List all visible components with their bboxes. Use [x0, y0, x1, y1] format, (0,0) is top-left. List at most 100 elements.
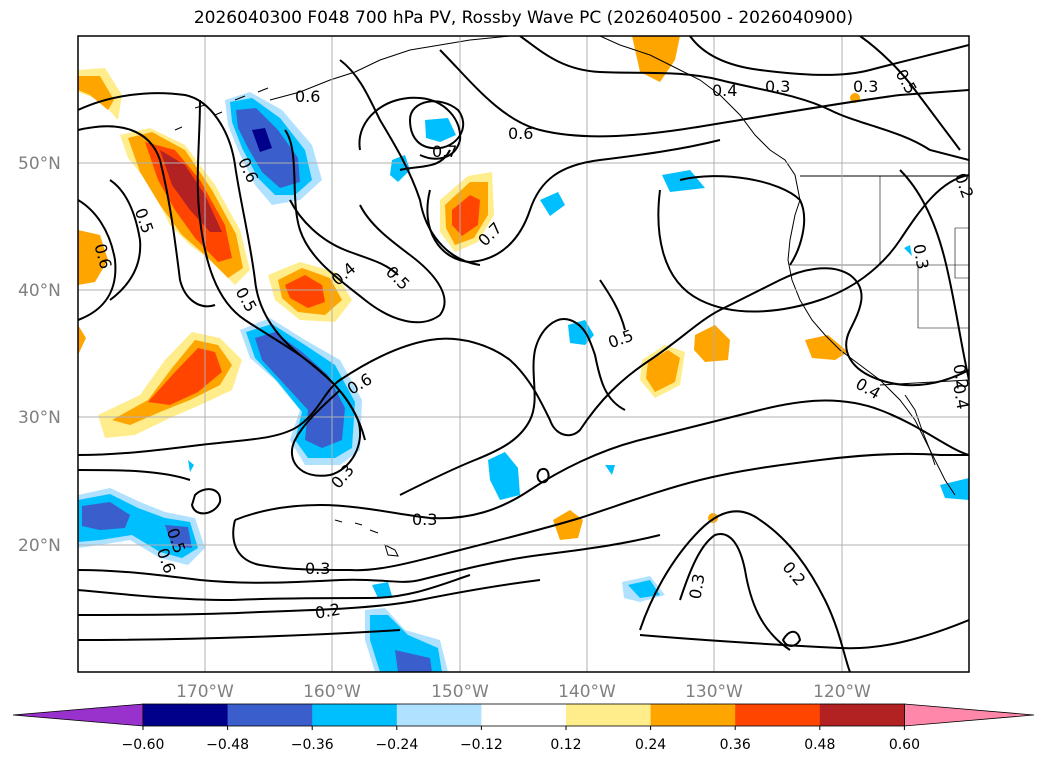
colorbar-bin [312, 704, 398, 726]
clabel-19: 0.3 [412, 510, 437, 529]
contour-16 [399, 318, 626, 496]
contour-8 [408, 100, 465, 150]
lat-label-30: 30°N [18, 408, 61, 428]
shade-cool-11b [628, 580, 660, 598]
clabel-3: 0.6 [508, 124, 533, 143]
colorbar-tick-label: −0.24 [375, 737, 418, 753]
contour-28 [599, 279, 626, 331]
clabel-6: 0.3 [853, 77, 878, 96]
lat-labels: 50°N 40°N 30°N 20°N [18, 154, 61, 556]
colorbar-extend-low [12, 703, 144, 727]
contour-1 [78, 92, 361, 477]
contour-33 [109, 179, 142, 301]
contour-18 [232, 452, 969, 572]
clabel-17: 0.3 [909, 243, 932, 271]
colorbar-tick-label: 0.36 [720, 737, 751, 753]
clabel-4: 0.4 [712, 81, 737, 100]
contour-7 [358, 96, 462, 160]
clabel-20: 0.2 [779, 558, 810, 590]
clabel-27: 0.2 [949, 363, 972, 391]
contour-17 [78, 399, 969, 521]
shade-cool-10c [395, 650, 432, 672]
clabel-5: 0.3 [765, 77, 790, 96]
contour-26 [781, 630, 802, 647]
clabel-16: 0.4 [852, 374, 884, 403]
colorbar-tick-label: 0.12 [550, 737, 581, 753]
colorbar-bin [227, 704, 313, 726]
shade-warm-12 [805, 335, 848, 360]
contour-19 [78, 534, 661, 584]
shade-warm-5c [148, 348, 222, 405]
pv-shading [78, 36, 969, 672]
shade-cool-7 [662, 170, 705, 192]
colorbar-extend-high [904, 703, 1035, 727]
colorbar-tick-label: −0.12 [460, 737, 503, 753]
shade-cool-2c [255, 332, 345, 448]
colorbar-bin [396, 704, 482, 726]
shade-cool-5 [390, 155, 410, 182]
colorbar-tick-label: 0.60 [889, 737, 920, 753]
contour-2 [78, 199, 117, 321]
lon-label-120w: 120°W [813, 682, 871, 702]
contour-24 [679, 533, 791, 651]
shade-warm-2b [78, 76, 114, 110]
shade-cool-1d [252, 128, 272, 152]
contour-10 [339, 59, 481, 266]
contour-25 [639, 619, 969, 650]
shade-cool-4 [425, 118, 456, 142]
gridlines [78, 36, 969, 672]
contour-23 [639, 510, 851, 672]
clabel-2: 0.7 [432, 142, 457, 161]
map-title: 2026040300 F048 700 hPa PV, Rossby Wave … [193, 8, 854, 28]
colorbar-bin [566, 704, 652, 726]
contour-27 [536, 467, 550, 484]
shade-cool-15 [904, 245, 912, 256]
colorbar-tick-label: −0.36 [291, 737, 334, 753]
shade-warm-9b [646, 350, 680, 392]
contour-13 [689, 36, 969, 76]
lon-label-170w: 170°W [176, 682, 234, 702]
map-frame [77, 35, 970, 673]
clabel-23: 0.2 [951, 170, 978, 200]
clabel-21: 0.3 [305, 559, 330, 578]
hawaii [334, 519, 399, 557]
lon-label-130w: 130°W [685, 682, 743, 702]
shade-warm-11 [553, 510, 583, 540]
shade-cool-12 [372, 582, 392, 598]
shade-cool-16 [605, 465, 615, 475]
lat-label-50: 50°N [18, 154, 61, 174]
clabel-15: 0.5 [605, 326, 635, 353]
contour-31 [899, 169, 969, 381]
contour-3 [78, 125, 216, 308]
lat-label-40: 40°N [18, 281, 61, 301]
clabel-22: 0.2 [314, 600, 342, 623]
lon-label-150w: 150°W [431, 682, 489, 702]
shade-cool-14 [188, 460, 194, 472]
shade-cool-6 [540, 192, 565, 216]
shade-warm-6c [285, 275, 325, 308]
clabel-9: 0.5 [131, 205, 158, 235]
contour-6 [289, 199, 399, 276]
shade-warm-1d [160, 150, 222, 232]
lat-label-20: 20°N [18, 536, 61, 556]
colorbar-bin [143, 704, 229, 726]
lon-labels: 170°W 160°W 150°W 140°W 130°W 120°W [176, 682, 871, 702]
shade-cool-3d [165, 525, 192, 548]
colorbar: −0.60 −0.48 −0.36 −0.24 −0.12 0.12 0.24 0.36 0.4… [12, 703, 1035, 753]
shade-warm-10 [694, 325, 730, 362]
contour-30 [679, 175, 806, 266]
colorbar-tick-label: 0.48 [804, 737, 835, 753]
clabel-26: 0.4 [949, 383, 972, 411]
contour-22 [78, 629, 401, 641]
lon-label-160w: 160°W [303, 682, 361, 702]
alaska-coast [269, 36, 801, 216]
contour-11 [439, 49, 969, 138]
colorbar-bin [650, 704, 736, 726]
contour-12 [519, 36, 969, 161]
contour-32 [190, 488, 222, 515]
clabel-24: 0.3 [685, 572, 708, 600]
colorbar-tick-label: −0.48 [206, 737, 249, 753]
contour-14 [859, 36, 961, 151]
lon-label-140w: 140°W [558, 682, 616, 702]
